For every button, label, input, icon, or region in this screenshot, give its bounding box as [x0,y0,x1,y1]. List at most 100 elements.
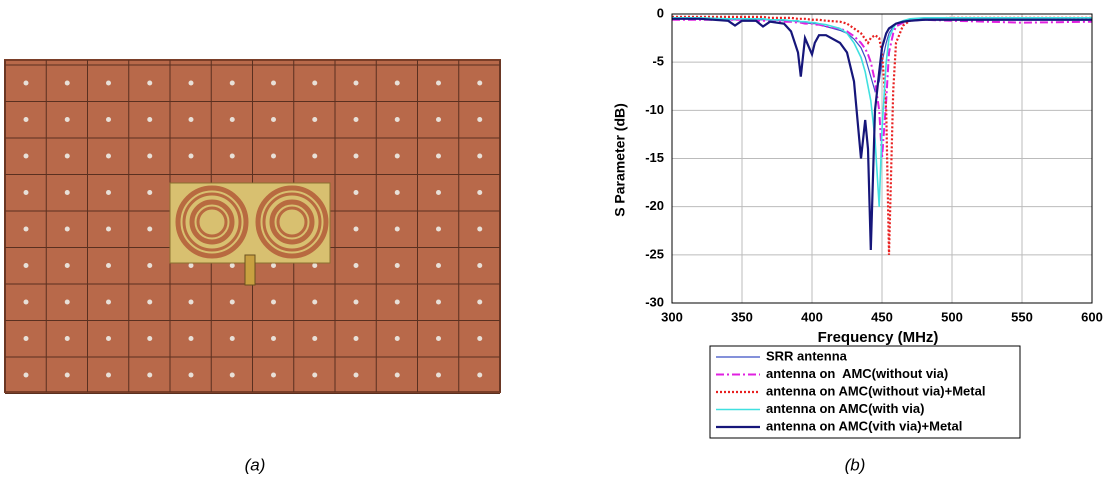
legend-label: antenna on AMC(with via) [766,401,924,416]
via [106,117,111,122]
via [64,190,70,195]
via [436,117,441,122]
y-tick-label: -30 [645,294,664,309]
via [436,190,441,195]
via [64,336,70,341]
via [394,80,400,86]
x-tick-label: 600 [1081,309,1103,324]
via [353,299,359,305]
via [436,263,441,268]
via [436,372,441,378]
via [147,263,153,268]
via [477,117,483,122]
via [394,299,400,305]
srr-ring [175,185,249,259]
via [106,153,111,159]
via [312,336,318,341]
series-line [672,15,1092,255]
via [312,372,318,378]
via [23,80,29,86]
via [64,299,70,305]
via [23,336,29,341]
legend-label: antenna on AMC(without via)+Metal [766,383,985,398]
via [312,299,318,305]
via [353,117,359,122]
via [64,226,70,232]
via [106,190,111,195]
via [477,80,483,86]
via [353,153,359,159]
via [353,190,359,195]
x-tick-label: 500 [941,309,963,324]
caption-b: (b) [845,455,866,474]
via [23,263,29,268]
via [271,336,276,341]
via [312,153,318,159]
via [188,372,194,378]
via [353,263,359,268]
via [229,153,235,159]
y-tick-label: 0 [657,5,664,20]
srr-ring [196,206,228,238]
legend-label: antenna on AMC(vith via)+Metal [766,418,962,433]
via [394,226,400,232]
srr-ring [262,192,322,252]
plot-frame [671,13,1093,304]
y-axis-label: S Parameter (dB) [612,103,628,217]
via [394,263,400,268]
legend-label: antenna on AMC(without via) [766,366,948,381]
via [229,263,235,268]
via [394,153,400,159]
via [312,117,318,122]
via [23,190,29,195]
via [271,153,276,159]
via [188,263,194,268]
srr-ring [276,206,308,238]
via [23,117,29,122]
via [477,263,483,268]
y-tick-label: -25 [645,246,664,261]
via [188,153,194,159]
legend [709,345,1021,439]
via [394,190,400,195]
antenna-photo [4,59,501,394]
y-tick-label: -15 [645,150,664,165]
via [312,80,318,86]
via [147,226,153,232]
via [147,336,153,341]
y-tick-label: -10 [645,102,664,117]
via [229,336,235,341]
via [147,372,153,378]
via [477,190,483,195]
y-tick-label: -5 [652,54,664,69]
via [312,263,318,268]
caption-a: (a) [245,455,266,474]
series-line [672,18,1093,159]
via [23,153,29,159]
via [353,372,359,378]
srr-ring [182,192,242,252]
via [271,299,276,305]
sma-connector [244,254,256,286]
via [229,299,235,305]
via [188,299,194,305]
via [23,372,29,378]
via [394,336,400,341]
via [147,299,153,305]
via [64,372,70,378]
x-axis-label: Frequency (MHz) [818,329,939,346]
via [106,299,111,305]
x-tick-label: 400 [801,309,823,324]
via [147,117,153,122]
y-tick-label: -20 [645,198,664,213]
via [147,80,153,86]
x-tick-label: 300 [661,309,683,324]
via [106,226,111,232]
via [353,226,359,232]
via [229,372,235,378]
via [188,80,194,86]
via [147,190,153,195]
via [436,226,441,232]
via [394,372,400,378]
